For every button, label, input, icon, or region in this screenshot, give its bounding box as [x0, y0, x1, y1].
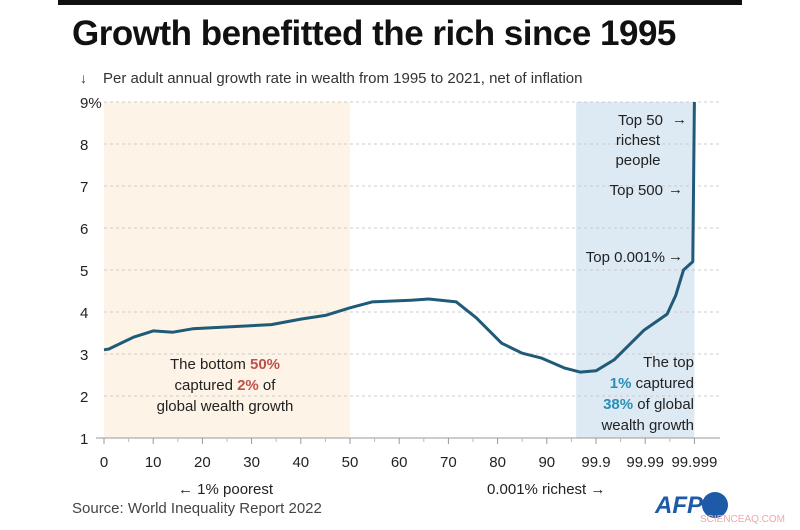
x-tick-label: 70: [440, 454, 457, 471]
y-axis-label: Per adult annual growth rate in wealth f…: [103, 70, 583, 87]
y-tick-label: 7: [80, 179, 88, 196]
top50-label-3: people: [615, 152, 660, 169]
bottom-annotation-line2: captured 2% of: [175, 377, 277, 394]
top0001-label: Top 0.001%: [586, 249, 665, 266]
y-tick-label: 8: [80, 137, 88, 154]
y-tick-label: 5: [80, 263, 88, 280]
afp-logo: AFP: [655, 492, 703, 519]
arrow-down-icon: ↓: [80, 70, 87, 86]
bottom-annotation-line3: global wealth growth: [157, 398, 294, 415]
top500-label: Top 500: [610, 182, 663, 199]
y-tick-label: 4: [80, 305, 88, 322]
x-tick-label: 40: [292, 454, 309, 471]
x-tick-label: 90: [538, 454, 555, 471]
top-rule: [58, 0, 742, 5]
x-tick-label: 30: [243, 454, 260, 471]
afp-logo-dot: [702, 492, 728, 518]
x-tick-label: 99.99: [626, 454, 664, 471]
top-annotation-line1: The top: [643, 354, 694, 371]
y-tick-label: 3: [80, 347, 88, 364]
arrow-right-icon: →: [668, 181, 683, 198]
arrow-right-icon: →: [668, 248, 683, 265]
richest-label: 0.001% richest →: [487, 481, 605, 498]
top50-label-2: richest: [616, 132, 661, 149]
y-tick-label: 1: [80, 431, 88, 448]
x-tick-label: 10: [145, 454, 162, 471]
poorest-label: ← 1% poorest: [178, 481, 274, 498]
y-tick-label: 9%: [80, 95, 102, 112]
x-tick-label: 99.999: [671, 454, 717, 471]
watermark: SCIENCEAQ.COM: [700, 514, 786, 525]
top-annotation-line3: 38% of global: [603, 396, 694, 413]
x-tick-label: 50: [342, 454, 359, 471]
y-tick-label: 6: [80, 221, 88, 238]
x-tick-label: 99.9: [581, 454, 610, 471]
x-tick-label: 60: [391, 454, 408, 471]
top-annotation-line2: 1% captured: [610, 375, 694, 392]
growth-line: [103, 101, 696, 374]
bottom-annotation-line1: The bottom 50%: [170, 356, 280, 373]
top-annotation-line4: wealth growth: [600, 417, 694, 434]
arrow-right-icon: →: [672, 111, 687, 128]
x-tick-label: 80: [489, 454, 506, 471]
top50-label-1: Top 50: [618, 112, 663, 129]
chart-title: Growth benefitted the rich since 1995: [72, 14, 676, 53]
x-tick-label: 0: [100, 454, 108, 471]
source-note: Source: World Inequality Report 2022: [72, 500, 322, 517]
x-tick-label: 20: [194, 454, 211, 471]
y-tick-label: 2: [80, 389, 88, 406]
